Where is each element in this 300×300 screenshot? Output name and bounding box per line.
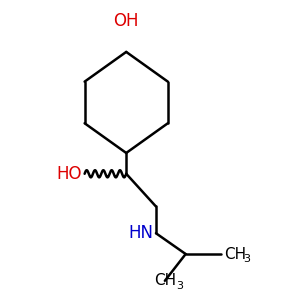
Text: HN: HN [128,224,153,242]
Text: 3: 3 [244,254,250,264]
Text: CH: CH [224,247,246,262]
Text: CH: CH [154,273,176,288]
Text: HO: HO [56,165,82,183]
Text: 3: 3 [176,281,183,291]
Text: OH: OH [113,12,139,30]
